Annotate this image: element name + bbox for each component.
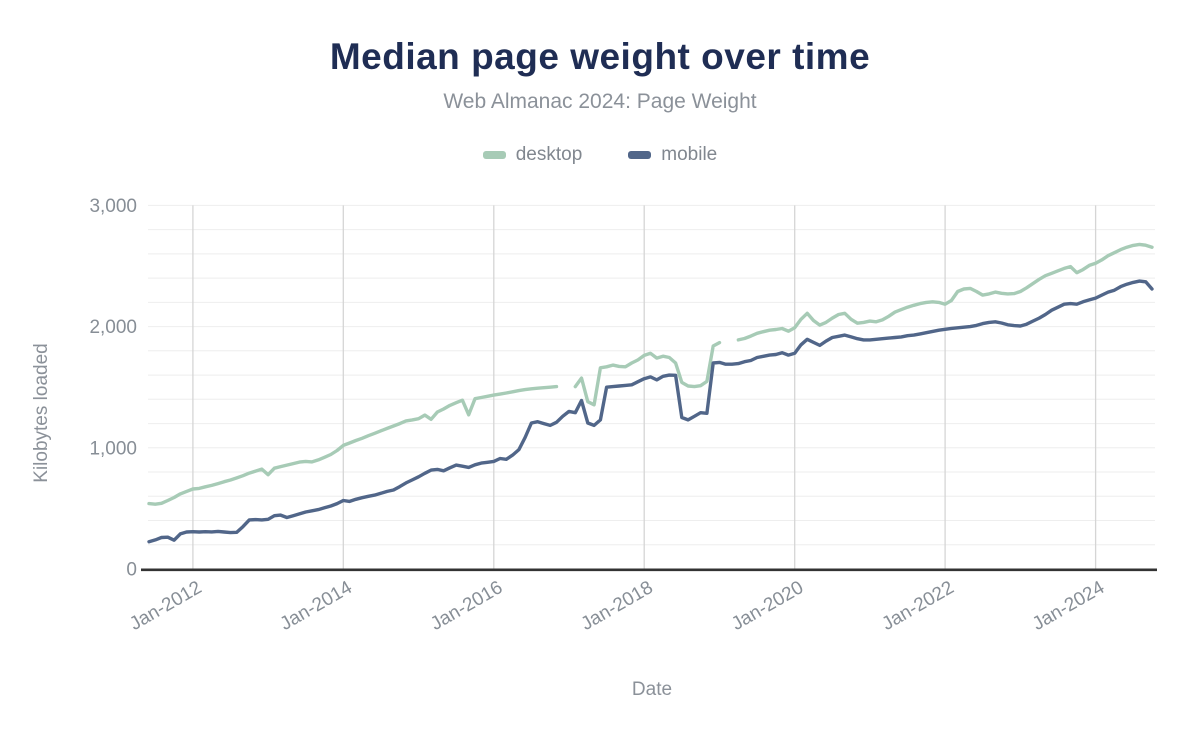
series-line-desktop[interactable] [147, 242, 1154, 506]
x-tick-label: Jan-2012 [126, 577, 205, 635]
legend-label-desktop: desktop [515, 144, 583, 165]
mobile-series-swatch [628, 151, 652, 159]
x-tick-label: Jan-2024 [1029, 577, 1108, 635]
legend-item-mobile[interactable]: mobile [628, 144, 717, 166]
legend-item-desktop[interactable]: desktop [482, 144, 583, 166]
legend-label-mobile: mobile [661, 144, 718, 165]
x-tick-label: Jan-2020 [728, 577, 807, 635]
x-tick-label: Jan-2018 [578, 577, 657, 635]
desktop-series-swatch [482, 151, 506, 159]
y-tick-label: 0 [126, 560, 137, 581]
chart-title: Median page weight over time [329, 36, 871, 77]
y-tick-label: 1,000 [89, 438, 137, 459]
x-axis-title: Date [631, 679, 673, 700]
y-tick-label: 3,000 [89, 196, 137, 217]
series-line-mobile[interactable] [147, 279, 1154, 544]
x-tick-label: Jan-2022 [878, 577, 957, 635]
x-tick-label: Jan-2016 [427, 577, 506, 635]
legend: desktop mobile [0, 144, 1200, 166]
x-tick-label: Jan-2014 [277, 577, 356, 635]
y-tick-label: 2,000 [89, 317, 137, 338]
chart-subtitle: Web Almanac 2024: Page Weight [443, 90, 757, 113]
y-axis-title: Kilobytes loaded [31, 343, 52, 483]
